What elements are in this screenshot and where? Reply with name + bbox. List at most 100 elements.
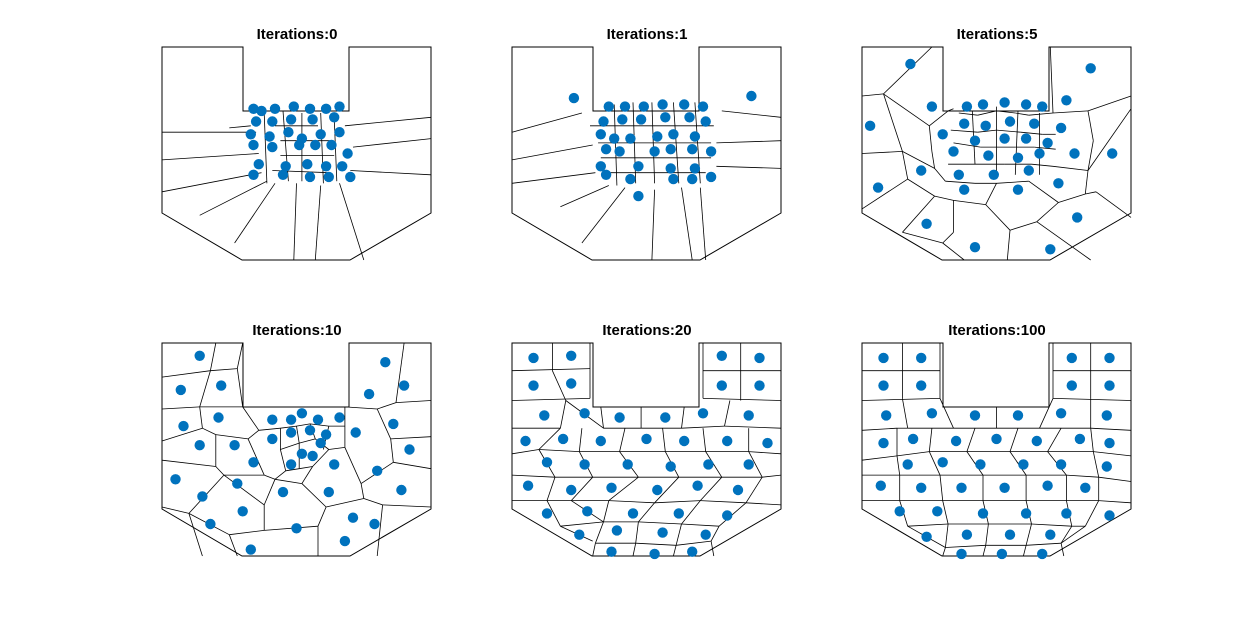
- site-point: [304, 171, 316, 183]
- voronoi-edge: [928, 125, 933, 152]
- site-point: [606, 546, 617, 557]
- site-point: [269, 103, 281, 114]
- site-point: [175, 384, 186, 396]
- voronoi-edge: [511, 172, 596, 184]
- voronoi-edge: [360, 483, 365, 499]
- site-point: [541, 508, 553, 519]
- site-point: [969, 242, 981, 253]
- voronoi-edge: [511, 112, 583, 133]
- site-point: [716, 380, 727, 391]
- site-point: [956, 548, 967, 560]
- voronoi-edge: [390, 438, 394, 463]
- site-point: [953, 169, 964, 180]
- site-point: [916, 380, 927, 391]
- voronoi-edge: [673, 102, 680, 184]
- site-point: [732, 484, 744, 496]
- voronoi-edge: [942, 500, 949, 525]
- site-point: [566, 350, 577, 361]
- site-point: [528, 380, 539, 391]
- voronoi-edge: [676, 540, 712, 546]
- site-point: [539, 410, 550, 421]
- site-points-2: [568, 90, 757, 202]
- site-point: [969, 135, 981, 146]
- site-point: [237, 506, 248, 517]
- voronoi-edge: [1025, 523, 1032, 546]
- voronoi-edge: [748, 451, 782, 455]
- site-point: [673, 508, 684, 519]
- domain-outline-6: [861, 342, 1132, 557]
- site-point: [864, 120, 876, 131]
- panel-title-5: Iterations:20: [602, 322, 691, 339]
- site-point: [566, 378, 577, 389]
- site-point: [722, 435, 733, 447]
- voronoi-edge: [861, 427, 898, 431]
- site-point: [557, 433, 569, 445]
- site-point: [980, 120, 991, 131]
- site-point: [679, 99, 690, 110]
- voronoi-edge: [681, 425, 725, 429]
- site-point: [1107, 148, 1118, 159]
- voronoi-cells-1: [161, 110, 432, 261]
- site-point: [329, 459, 340, 470]
- site-point: [878, 352, 889, 364]
- voronoi-edge: [1020, 131, 1043, 135]
- voronoi-edge: [511, 449, 539, 455]
- site-point: [606, 482, 617, 493]
- voronoi-edge: [578, 428, 583, 452]
- voronoi-edge: [1093, 451, 1132, 457]
- voronoi-edge: [966, 428, 976, 452]
- site-point: [323, 171, 334, 183]
- voronoi-edge: [264, 474, 276, 480]
- voronoi-edge: [931, 151, 935, 169]
- voronoi-edge: [333, 117, 338, 182]
- voronoi-edge: [234, 183, 276, 244]
- voronoi-edge: [942, 232, 954, 244]
- voronoi-edge: [352, 138, 432, 148]
- site-point: [1012, 152, 1024, 163]
- site-point: [304, 103, 316, 114]
- voronoi-edge: [613, 104, 618, 186]
- site-point: [582, 506, 593, 517]
- voronoi-edge: [581, 187, 626, 244]
- site-point: [969, 410, 981, 421]
- site-point: [566, 484, 577, 496]
- site-point: [285, 114, 297, 125]
- voronoi-edge: [1052, 110, 1089, 114]
- voronoi-edge: [945, 544, 986, 548]
- voronoi-edge: [1066, 474, 1099, 478]
- voronoi-edge: [377, 402, 397, 410]
- site-point: [625, 133, 636, 144]
- site-point: [307, 450, 318, 462]
- site-point: [975, 459, 986, 470]
- site-point: [652, 484, 663, 496]
- voronoi-edge: [638, 521, 682, 525]
- site-point: [1045, 244, 1056, 255]
- voronoi-edge: [511, 368, 591, 372]
- site-point: [622, 459, 633, 470]
- voronoi-edge: [538, 449, 580, 452]
- panel-title-2: Iterations:1: [607, 26, 688, 43]
- site-point: [267, 433, 278, 445]
- site-points-1: [245, 101, 356, 183]
- site-point: [194, 440, 205, 451]
- domain-outline-1: [161, 46, 432, 261]
- voronoi-edge: [339, 183, 365, 261]
- site-point: [280, 161, 291, 172]
- voronoi-edge: [236, 368, 244, 407]
- voronoi-edge: [1026, 542, 1062, 546]
- voronoi-edge: [301, 483, 327, 508]
- voronoi-edge: [390, 436, 432, 440]
- voronoi-edge: [223, 474, 265, 506]
- voronoi-edge: [977, 110, 997, 116]
- site-point: [902, 459, 913, 470]
- site-point: [722, 510, 733, 521]
- site-point: [267, 141, 278, 153]
- voronoi-edge: [651, 102, 655, 184]
- site-point: [916, 352, 927, 364]
- voronoi-edge: [210, 342, 217, 371]
- site-point: [977, 99, 989, 110]
- voronoi-edge: [1060, 525, 1086, 544]
- site-point: [248, 457, 259, 468]
- site-point: [657, 527, 668, 538]
